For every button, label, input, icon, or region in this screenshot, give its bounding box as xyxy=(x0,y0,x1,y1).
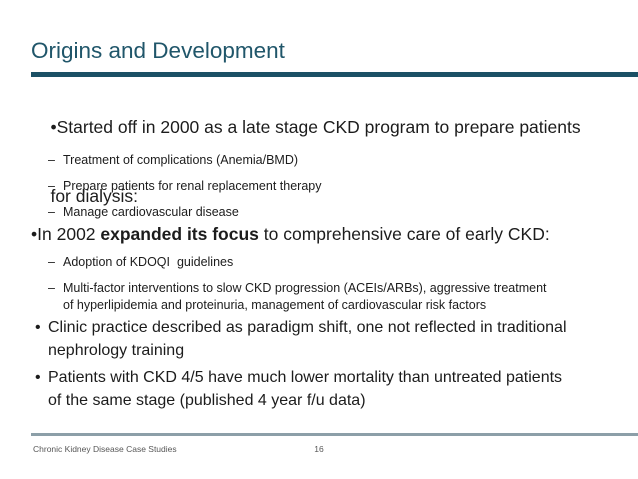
sub-bullet-text: Treatment of complications (Anemia/BMD) xyxy=(63,153,299,167)
sub-bullet-kdoqi: – Adoption of KDOQI guidelines xyxy=(48,254,632,271)
bullet-line1: Clinic practice described as paradigm sh… xyxy=(48,319,567,336)
dash-icon: – xyxy=(48,281,55,295)
dash-icon: – xyxy=(48,205,55,219)
sub-bullet-treatment: – Treatment of complications (Anemia/BMD… xyxy=(48,152,632,169)
bullet-text-bold: expanded its focus xyxy=(100,224,259,244)
sub-bullet-text: Multi-factor interventions to slow CKD p… xyxy=(63,280,547,314)
footer-divider xyxy=(31,433,638,436)
sub-bullet-text: Manage cardiovascular disease xyxy=(63,205,239,219)
title-divider xyxy=(31,72,638,77)
sub-bullet-text: Prepare patients for renal replacement t… xyxy=(63,179,322,193)
sub-bullet-line1: Multi-factor interventions to slow CKD p… xyxy=(63,281,547,295)
sub-bullet-multifactor: – Multi-factor interventions to slow CKD… xyxy=(48,280,632,314)
bullet-text: Patients with CKD 4/5 have much lower mo… xyxy=(48,366,562,412)
dash-icon: – xyxy=(48,153,55,167)
bullet-clinic-practice: • Clinic practice described as paradigm … xyxy=(35,316,632,362)
sub-bullet-prepare: – Prepare patients for renal replacement… xyxy=(48,178,632,195)
bullet-started-2000: •Started off in 2000 as a late stage CKD… xyxy=(31,93,581,231)
bullet-line2: nephrology training xyxy=(48,342,185,359)
sub-bullet-manage: – Manage cardiovascular disease xyxy=(48,204,632,221)
page-number: 16 xyxy=(314,444,324,454)
dash-icon: – xyxy=(48,179,55,193)
bullet-line1: Patients with CKD 4/5 have much lower mo… xyxy=(48,369,563,386)
dash-icon: – xyxy=(48,255,55,269)
bullet-patients-ckd: • Patients with CKD 4/5 have much lower … xyxy=(35,366,632,412)
bullet-icon: • xyxy=(35,319,41,336)
bullet-icon: • xyxy=(31,224,38,244)
bullet-text: Clinic practice described as paradigm sh… xyxy=(48,316,567,362)
sub-bullet-line2: of hyperlipidemia and proteinuria, manag… xyxy=(63,298,487,312)
bullet-text-wrap: for dialysis: xyxy=(50,186,138,206)
bullet-icon: • xyxy=(35,369,41,386)
page-title: Origins and Development xyxy=(31,38,285,63)
sub-bullet-text: Adoption of KDOQI guidelines xyxy=(63,255,234,269)
bullet-in-2002: •In 2002 expanded its focus to comprehen… xyxy=(31,223,550,246)
bullet-text: Started off in 2000 as a late stage CKD … xyxy=(56,117,581,137)
bullet-icon: • xyxy=(50,117,57,137)
bullet-text-suffix: to comprehensive care of early CKD: xyxy=(258,224,550,244)
bullet-text-prefix: In 2002 xyxy=(37,224,101,244)
footer-title: Chronic Kidney Disease Case Studies xyxy=(33,444,177,454)
bullet-line2: of the same stage (published 4 year f/u … xyxy=(48,392,366,409)
